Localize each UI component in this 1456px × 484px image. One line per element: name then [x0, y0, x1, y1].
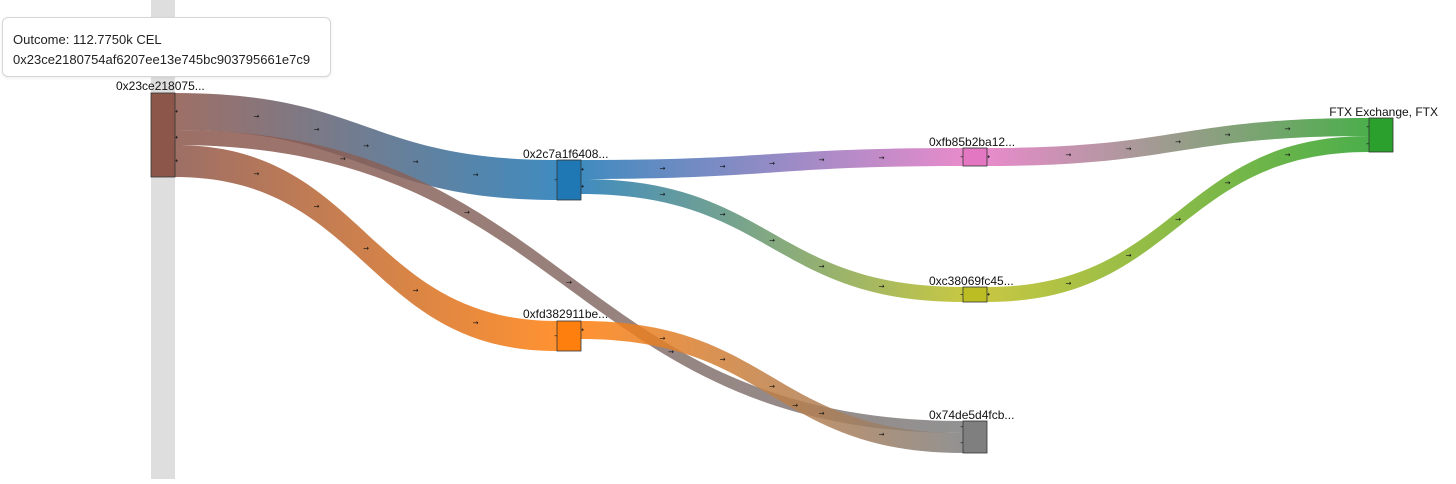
flow-arrow-icon: → — [566, 278, 572, 286]
tooltip-address: 0x23ce2180754af6207ee13e745bc903795661e7… — [13, 52, 311, 67]
flow-arrow-icon: → — [1285, 151, 1291, 159]
link-n0-n2[interactable] — [175, 145, 557, 351]
flow-arrow-icon: → — [668, 348, 674, 356]
flow-arrow-icon: → — [879, 431, 885, 439]
flow-arrow-icon: → — [1126, 252, 1132, 260]
link-n0-n1[interactable] — [175, 93, 557, 200]
links-layer — [175, 93, 1369, 453]
flow-arrow-icon: → — [1126, 145, 1132, 153]
flow-arrow-icon: → — [769, 383, 775, 391]
flow-arrow-icon: → — [819, 156, 825, 164]
link-n3-n6[interactable] — [987, 118, 1369, 166]
node-n2[interactable] — [556, 320, 582, 352]
flow-arrow-icon: → — [413, 287, 419, 295]
node-n1[interactable] — [556, 159, 582, 201]
node-label-n0: 0x23ce218075... — [116, 79, 205, 93]
flow-arrow-icon: → — [473, 171, 479, 179]
flow-arrow-icon: → — [879, 154, 885, 162]
flow-arrow-icon: → — [1285, 125, 1291, 133]
flow-arrow-icon: → — [659, 334, 665, 342]
link-n4-n6[interactable] — [987, 136, 1369, 302]
flow-arrow-icon: → — [314, 202, 320, 210]
node-label-n1: 0x2c7a1f6408... — [523, 147, 608, 161]
node-n6[interactable] — [1368, 117, 1394, 153]
flow-arrow-icon: → — [314, 125, 320, 133]
flow-arrow-icon: → — [879, 283, 885, 291]
flow-arrow-icon: → — [720, 162, 726, 170]
node-n0[interactable] — [150, 92, 176, 178]
node-label-n5: 0x74de5d4fcb... — [929, 408, 1014, 422]
node-label-n4: 0xc38069fc45... — [929, 274, 1014, 288]
flow-arrow-icon: → — [819, 410, 825, 418]
flow-arrow-icon: → — [473, 319, 479, 327]
link-n0-n5[interactable] — [175, 130, 963, 433]
flow-arrow-icon: → — [1225, 179, 1231, 187]
flow-arrow-icon: → — [253, 170, 259, 178]
flow-arrow-icon: → — [792, 402, 798, 410]
node-label-n3: 0xfb85b2ba12... — [929, 135, 1015, 149]
flow-arrow-icon: → — [1175, 138, 1181, 146]
flow-arrow-icon: → — [413, 158, 419, 166]
nodes-layer — [150, 92, 1394, 454]
flow-arrow-icon: → — [253, 113, 259, 121]
flow-arrow-icon: → — [1225, 131, 1231, 139]
flow-arrow-icon: → — [659, 191, 665, 199]
outcome-tooltip: Outcome: 112.7750k CEL 0x23ce2180754af62… — [2, 17, 331, 77]
node-n3[interactable] — [962, 147, 988, 167]
flow-arrow-icon: → — [1065, 279, 1071, 287]
flow-arrow-icon: → — [363, 142, 369, 150]
tooltip-outcome: Outcome: 112.7750k CEL — [13, 32, 162, 47]
flow-arrow-icon: → — [769, 159, 775, 167]
link-n1-n4[interactable] — [581, 179, 963, 302]
flow-arrow-icon: → — [720, 355, 726, 363]
node-n4[interactable] — [962, 286, 988, 303]
node-label-n6: FTX Exchange, FTX — [1329, 105, 1438, 119]
link-n1-n3[interactable] — [581, 148, 963, 179]
selected-column-highlight — [151, 0, 175, 479]
node-label-n2: 0xfd382911be... — [523, 307, 608, 321]
flow-arrow-icon: → — [819, 263, 825, 271]
flow-arrow-icon: → — [464, 209, 470, 217]
flow-arrow-icon: → — [363, 245, 369, 253]
flow-arrow-icon: → — [769, 237, 775, 245]
flow-arrow-icon: → — [659, 165, 665, 173]
flow-arrow-icon: → — [340, 155, 346, 163]
node-labels-layer: 0x23ce218075... 0x2c7a1f6408... 0xfd382911… — [116, 79, 1438, 422]
flow-arrow-icon: → — [720, 211, 726, 219]
link-n2-n5[interactable] — [581, 321, 963, 453]
node-n5[interactable] — [962, 420, 988, 454]
flow-arrow-icon: → — [1175, 215, 1181, 223]
flow-arrow-icon: → — [1065, 151, 1071, 159]
